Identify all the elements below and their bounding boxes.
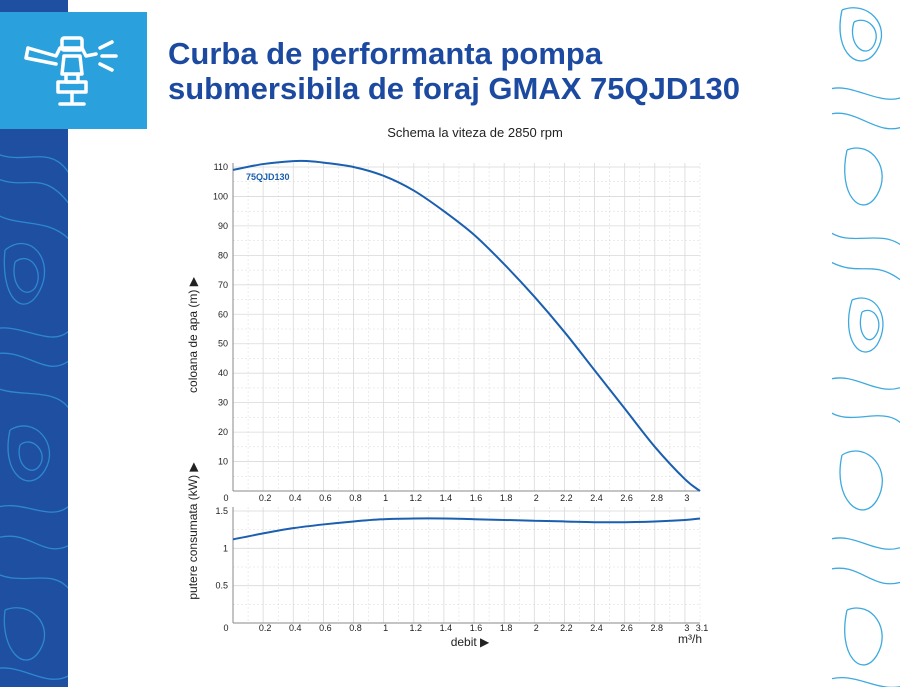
x-tick-label: 2.2: [560, 623, 573, 633]
y-tick-label: 30: [218, 398, 228, 408]
x-tick-label: 3: [684, 493, 689, 503]
x-tick-label: 1.8: [500, 623, 513, 633]
x-tick-label: 0.6: [319, 493, 332, 503]
x-tick-label: 1: [383, 493, 388, 503]
x-tick-label: 0.4: [289, 493, 302, 503]
x-tick-label: 2.4: [590, 623, 603, 633]
x-tick-label: 2.8: [651, 623, 664, 633]
y-axis-label-head: coloana de apa (m) ▶: [186, 276, 200, 393]
y-tick-label: 20: [218, 427, 228, 437]
y-tick-label: 80: [218, 250, 228, 260]
y-tick-label: 0.5: [215, 581, 228, 591]
x-tick-label: 3.1: [696, 623, 709, 633]
x-tick-label: 0: [223, 623, 228, 633]
x-tick-label: 3: [684, 623, 689, 633]
power-chart-grid: [232, 507, 701, 623]
x-tick-label: 1.2: [410, 493, 423, 503]
y-tick-label: 40: [218, 368, 228, 378]
x-tick-label: 0.4: [289, 623, 302, 633]
title-line-2: submersibila de foraj GMAX 75QJD130: [168, 71, 740, 106]
x-tick-label: 0.8: [349, 623, 362, 633]
x-tick-label: 0: [223, 493, 228, 503]
topography-pattern-icon: [832, 7, 900, 687]
header-icon-box: [0, 12, 147, 129]
x-tick-label: 0.8: [349, 493, 362, 503]
sprinkler-icon: [24, 36, 118, 106]
y-tick-label: 50: [218, 339, 228, 349]
x-tick-label: 2: [534, 493, 539, 503]
x-tick-label: 2.4: [590, 493, 603, 503]
y-tick-label: 1: [223, 543, 228, 553]
chart-curves: [232, 159, 701, 541]
y-axis-label-power: putere consumata (kW) ▶: [186, 462, 200, 600]
x-tick-label: 1.4: [440, 493, 453, 503]
x-axis-unit: m³/h: [678, 632, 702, 646]
y-tick-label: 110: [214, 162, 228, 172]
x-tick-label: 2.6: [620, 493, 633, 503]
series-label: 75QJD130: [246, 172, 290, 182]
topography-pattern-icon: [0, 154, 68, 680]
y-tick-label: 1.5: [215, 506, 228, 516]
right-decor-strip: [832, 0, 900, 687]
x-tick-label: 1.6: [470, 493, 483, 503]
y-tick-label: 100: [213, 191, 228, 201]
chart-subtitle: Schema la viteza de 2850 rpm: [387, 125, 563, 140]
chart-axes: [232, 163, 700, 624]
power-curve: [232, 517, 701, 541]
x-tick-label: 0.2: [259, 623, 272, 633]
y-tick-label: 90: [218, 221, 228, 231]
y-tick-label: 60: [218, 309, 228, 319]
x-tick-label: 1.8: [500, 493, 513, 503]
x-tick-label: 1.6: [470, 623, 483, 633]
title-line-1: Curba de performanta pompa: [168, 36, 603, 71]
x-tick-label: 2.6: [620, 623, 633, 633]
x-tick-label: 2.8: [651, 493, 664, 503]
x-tick-label: 0.6: [319, 623, 332, 633]
x-tick-label: 2.2: [560, 493, 573, 503]
page-title: Curba de performanta pompa submersibila …: [168, 36, 808, 106]
x-tick-label: 1: [383, 623, 388, 633]
head-chart-grid: [232, 163, 701, 491]
head-curve: [232, 159, 701, 492]
x-tick-label: 2: [534, 623, 539, 633]
y-tick-label: 70: [218, 280, 228, 290]
x-tick-label: 0.2: [259, 493, 272, 503]
x-tick-label: 1.4: [440, 623, 453, 633]
x-axis-label: debit ▶: [451, 635, 490, 649]
y-tick-label: 10: [218, 457, 228, 467]
x-tick-label: 1.2: [410, 623, 423, 633]
